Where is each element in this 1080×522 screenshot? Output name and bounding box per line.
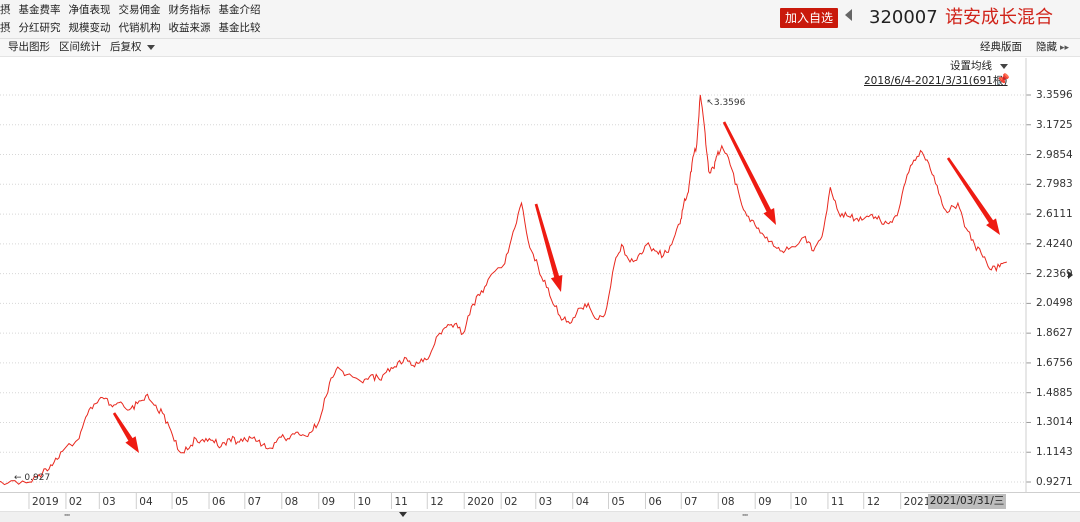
x-tick-label: 11	[394, 496, 408, 508]
x-tick-label: 05	[611, 496, 625, 508]
max-value-label: ↖3.3596	[706, 98, 745, 108]
x-tick-label: 09	[758, 496, 772, 508]
y-tick-label: 1.4885	[1036, 386, 1073, 399]
menu-item-fund-compare[interactable]: 基金比较	[218, 22, 261, 34]
y-tick-label: 1.6756	[1036, 356, 1073, 369]
x-tick-label: 03	[102, 496, 116, 508]
pin-icon[interactable]: 📌	[996, 73, 1010, 86]
current-date-box: 2021/03/31/三	[928, 494, 1006, 509]
classic-layout-button[interactable]: 经典版面	[980, 41, 1022, 53]
chevron-right-icon[interactable]	[1068, 271, 1073, 279]
y-tick-label: 2.6111	[1036, 208, 1073, 221]
date-range-label[interactable]: 2018/6/4-2021/3/31(691根)	[864, 75, 1008, 87]
hide-label: 隐藏	[1036, 41, 1057, 53]
fund-name: 诺安成长混合	[945, 7, 1053, 28]
x-tick-label: 06	[648, 496, 662, 508]
x-tick-label: 2019	[31, 496, 59, 508]
ma-setting-label: 设置均线	[950, 60, 992, 72]
x-axis-bar	[0, 492, 1080, 511]
menu-item-scale-change[interactable]: 规模变动	[68, 22, 111, 34]
trend-arrow-4	[946, 157, 1000, 235]
menu-item-return-sources[interactable]: 收益来源	[168, 22, 211, 34]
scroll-position-icon[interactable]	[399, 512, 407, 517]
adjust-dropdown[interactable]: 后复权	[110, 39, 155, 56]
y-tick-label: 2.2369	[1036, 267, 1073, 280]
x-tick-label: 04	[575, 496, 590, 508]
menu-row-2: 摂 分红研究 规模变动 代销机构 收益来源 基金比较	[0, 20, 265, 36]
menu-item-nav-performance[interactable]: 净值表现	[68, 4, 111, 16]
y-tick-label: 2.9854	[1036, 148, 1073, 161]
x-tick-label: 12	[430, 496, 444, 508]
chart-toolbar: 导出图形 区间统计 后复权 经典版面 隐藏 ▸▸	[0, 39, 1080, 57]
x-tick-label: 11	[830, 496, 845, 508]
y-tick-label: 0.9271	[1036, 476, 1073, 488]
x-tick-label: 2021	[903, 496, 931, 508]
chart-scrollbar[interactable]: '''''' ''''''	[0, 511, 1080, 522]
top-menu-bar: 摂 基金费率 净值表现 交易佣金 财务指标 基金介绍 摂 分红研究 规模变动 代…	[0, 0, 1080, 39]
fund-code: 320007	[869, 7, 938, 28]
y-tick-label: 3.3596	[1036, 89, 1073, 101]
menu-item-fee-rate[interactable]: 基金费率	[18, 4, 61, 16]
double-chevron-right-icon: ▸▸	[1060, 43, 1070, 53]
y-tick-label: 1.1143	[1036, 446, 1073, 459]
grid-lines	[0, 58, 1031, 509]
x-tick-label: 02	[68, 496, 83, 508]
menu-row-1: 摂 基金费率 净值表现 交易佣金 财务指标 基金介绍	[0, 2, 265, 18]
series-line	[0, 94, 1007, 486]
x-tick-label: 05	[175, 496, 189, 508]
x-tick-label: 02	[504, 496, 518, 508]
chevron-down-icon	[146, 44, 155, 50]
x-tick-label: 12	[866, 496, 881, 508]
x-tick-label: 10	[357, 496, 371, 508]
x-tick-label: 10	[793, 496, 808, 508]
adjust-label: 后复权	[110, 41, 142, 53]
x-tick-label: 07	[247, 496, 262, 508]
chevron-down-icon	[1000, 63, 1008, 69]
trend-arrow-3	[722, 121, 776, 225]
export-chart-button[interactable]: 导出图形	[8, 41, 50, 53]
y-tick-label: 2.4240	[1036, 237, 1073, 250]
y-tick-label: 2.7983	[1036, 178, 1073, 191]
menu-item-clipped[interactable]: 摂	[0, 22, 11, 34]
add-to-watchlist-button[interactable]: 加入自选	[780, 8, 839, 28]
x-tick-label: 2020	[467, 496, 494, 508]
interval-stats-button[interactable]: 区间统计	[59, 41, 101, 53]
menu-item-fund-intro[interactable]: 基金介绍	[218, 4, 261, 16]
trend-arrows	[112, 121, 1000, 453]
x-tick-label: 07	[684, 496, 698, 508]
hide-button[interactable]: 隐藏 ▸▸	[1036, 39, 1069, 57]
x-tick-label: 04	[139, 496, 153, 508]
previous-fund-icon[interactable]	[845, 9, 852, 21]
menu-item-trading-commission[interactable]: 交易佣金	[118, 4, 161, 16]
menu-item-financial-indicators[interactable]: 财务指标	[168, 4, 211, 16]
trend-arrow-2	[534, 203, 563, 292]
menu-item-dividend-research[interactable]: 分红研究	[18, 22, 61, 34]
trend-arrow-1	[112, 412, 139, 453]
x-tick-label: 09	[321, 496, 336, 508]
ma-setting-dropdown[interactable]: 设置均线	[950, 58, 1008, 73]
y-tick-label: 1.8627	[1036, 327, 1073, 340]
x-tick-label: 08	[284, 496, 299, 508]
y-tick-label: 1.3014	[1036, 416, 1073, 429]
scroll-grip-left[interactable]: ''''''	[64, 513, 70, 521]
plot-area: ↖3.3596 ← 0.927	[0, 94, 1007, 486]
x-tick-label: 03	[538, 496, 553, 508]
scroll-grip-right[interactable]: ''''''	[742, 513, 748, 521]
y-tick-label: 2.0498	[1036, 297, 1073, 310]
min-value-label: ← 0.927	[14, 473, 50, 483]
x-tick-label: 06	[212, 496, 226, 508]
x-tick-label: 08	[721, 496, 735, 508]
menu-item-clipped[interactable]: 摂	[0, 4, 11, 16]
menu-item-distributors[interactable]: 代销机构	[118, 22, 161, 34]
y-tick-label: 3.1725	[1036, 118, 1073, 131]
